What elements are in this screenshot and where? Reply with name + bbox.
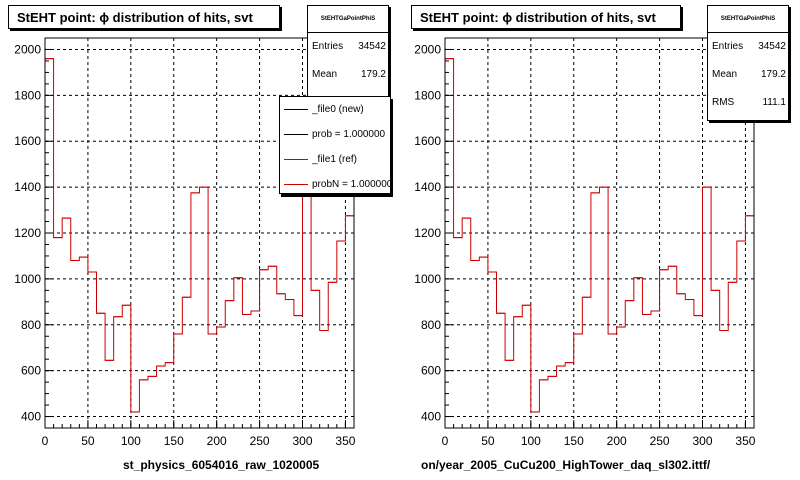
x-tick-label: 300 — [292, 434, 312, 448]
stats-entries-value: 34542 — [758, 41, 786, 52]
stats-mean-row: Mean 179.2 — [708, 61, 788, 89]
legend-entry-file1: _file1 (ref) — [280, 147, 390, 172]
x-tick-label: 250 — [250, 434, 270, 448]
plot-title-text-left: StEHT point: ϕ distribution of hits, svt — [17, 10, 253, 25]
plot-title-text-right: StEHT point: ϕ distribution of hits, svt — [420, 10, 656, 25]
stats-mean-row: Mean 179.2 — [308, 61, 388, 89]
y-tick-label: 1800 — [414, 88, 441, 102]
y-tick-label: 600 — [421, 364, 441, 378]
stats-box-right: StEHTGaPointPhiS Entries 34542 Mean 179.… — [707, 5, 789, 121]
legend-label-prob: prob = 1.000000 — [312, 129, 386, 140]
x-axis-name-left: st_physics_6054016_raw_1020005 — [123, 458, 320, 472]
stats-mean-label: Mean — [312, 69, 338, 80]
stats-rms-row: RMS 111.1 — [708, 89, 788, 117]
histogram-outline — [444, 58, 755, 428]
legend-entry-file0: _file0 (new) — [280, 97, 390, 122]
y-tick-label: 800 — [421, 318, 441, 332]
legend-box: _file0 (new) prob = 1.000000 _file1 (ref… — [279, 96, 391, 194]
x-tick-label: 200 — [607, 434, 627, 448]
plot-title-left: StEHT point: ϕ distribution of hits, svt — [8, 5, 280, 29]
legend-line-probn — [284, 184, 308, 185]
legend-line-file0 — [284, 109, 308, 110]
y-tick-label: 1000 — [14, 272, 41, 286]
legend-label-probn: probN = 1.000000 — [312, 179, 391, 190]
plot-title-right: StEHT point: ϕ distribution of hits, svt — [411, 5, 681, 29]
y-tick-label: 1200 — [414, 226, 441, 240]
legend-label-file0: _file0 (new) — [312, 104, 364, 115]
y-tick-label: 1400 — [414, 180, 441, 194]
legend-entry-probn: probN = 1.000000 — [280, 172, 391, 193]
x-tick-label: 250 — [650, 434, 670, 448]
y-tick-label: 1800 — [14, 88, 41, 102]
y-tick-label: 1000 — [414, 272, 441, 286]
stats-rms-label: RMS — [712, 97, 735, 108]
legend-entry-prob: prob = 1.000000 — [280, 122, 390, 147]
histogram-plot-right: 400 600 800 1000 1200 1400 1600 1800 2000 0 50 100 1… — [414, 37, 756, 448]
x-tick-label: 0 — [42, 434, 49, 448]
stats-entries-label: Entries — [712, 41, 744, 52]
x-tick-label: 150 — [164, 434, 184, 448]
stats-mean-value: 179.2 — [760, 69, 786, 80]
stats-mean-label: Mean — [712, 69, 738, 80]
stats-histogram-name: StEHTGaPointPhiS — [308, 6, 388, 33]
y-tick-label: 2000 — [14, 42, 41, 56]
y-tick-label: 800 — [21, 318, 41, 332]
y-tick-label: 400 — [21, 410, 41, 424]
x-tick-label: 200 — [207, 434, 227, 448]
x-tick-label: 100 — [521, 434, 541, 448]
stats-rms-value: 111.1 — [762, 97, 786, 108]
x-axis-name-right: on/year_2005_CuCu200_HighTower_daq_sl302… — [421, 458, 711, 472]
x-tick-label: 300 — [692, 434, 712, 448]
stats-entries-row: Entries 34542 — [708, 33, 788, 61]
legend-label-file1: _file1 (ref) — [312, 154, 358, 165]
stats-entries-value: 34542 — [358, 41, 386, 52]
x-tick-label: 100 — [121, 434, 141, 448]
y-tick-label: 2000 — [414, 42, 441, 56]
x-tick-label: 50 — [81, 434, 95, 448]
histogram-outline — [44, 58, 355, 428]
stats-entries-label: Entries — [312, 41, 344, 52]
stats-mean-value: 179.2 — [360, 69, 386, 80]
stats-entries-row: Entries 34542 — [308, 33, 388, 61]
stats-histogram-name: StEHTGaPointPhiS — [708, 6, 788, 33]
stats-box-left: StEHTGaPointPhiS Entries 34542 Mean 179.… — [307, 5, 389, 99]
y-tick-label: 1600 — [414, 134, 441, 148]
y-tick-label: 1400 — [14, 180, 41, 194]
y-tick-label: 600 — [21, 364, 41, 378]
x-tick-label: 0 — [442, 434, 449, 448]
x-tick-label: 50 — [481, 434, 495, 448]
y-tick-label: 1200 — [14, 226, 41, 240]
x-tick-label: 350 — [335, 434, 355, 448]
y-tick-label: 1600 — [14, 134, 41, 148]
legend-line-file1 — [284, 159, 308, 160]
x-tick-label: 350 — [735, 434, 755, 448]
histogram-plot-left: 400 600 800 1000 1200 1400 1600 1800 2000 0 50 100 1… — [14, 37, 356, 448]
y-tick-label: 400 — [421, 410, 441, 424]
legend-line-prob — [284, 134, 308, 135]
x-tick-label: 150 — [564, 434, 584, 448]
